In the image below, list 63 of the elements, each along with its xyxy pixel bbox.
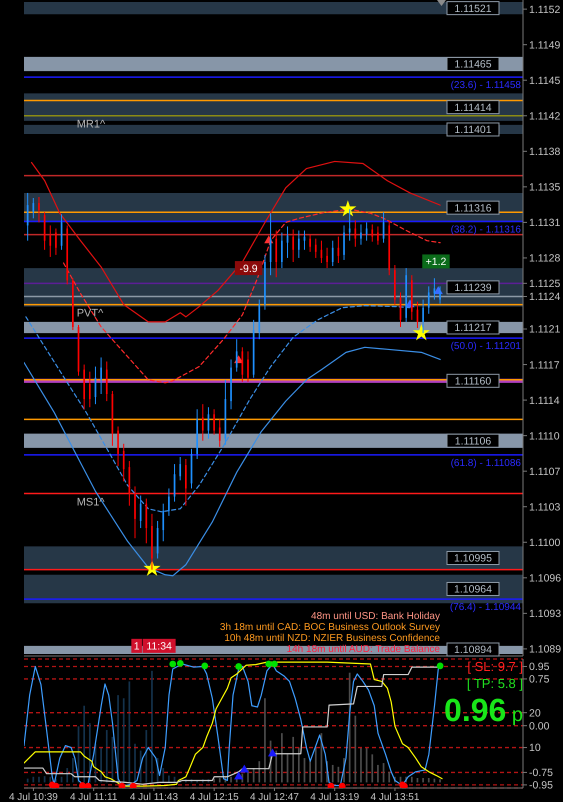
annotation: (76.4) - 1.10944 — [450, 602, 522, 614]
band-label: 1.11401 — [454, 124, 492, 136]
annotation: [ SL: 9.7 ] — [467, 659, 523, 674]
band-label: 1.11521 — [454, 2, 492, 15]
annotation: [ TP: 5.8 ] — [466, 676, 523, 691]
y-tick-label: 1.1128 — [529, 252, 560, 265]
y2-tick-label: 10 — [529, 742, 541, 754]
y-tick-label: 1.1142 — [529, 110, 560, 122]
annotation: 48m until USD: Bank Holiday — [311, 611, 440, 622]
band-label: 1.11316 — [454, 202, 492, 214]
x-tick-label: 4 Jul 10:39 — [8, 792, 58, 802]
y-tick-label: 1.1149 — [529, 39, 560, 52]
y-tick-label: 1.1145 — [529, 74, 560, 87]
y-tick-label: -0.95 — [529, 780, 554, 792]
y2-tick-label: 20 — [529, 707, 541, 720]
y-tick-label: 1.1100 — [529, 536, 560, 549]
annotation: (50.0) - 1.11201 — [450, 341, 522, 352]
annotation: (61.8) - 1.11086 — [450, 458, 522, 469]
band-label: 1.11414 — [454, 102, 492, 114]
y-tick-label: 1.1125 — [529, 278, 560, 290]
y-tick-label: 1.1138 — [529, 146, 560, 158]
band-label: 1.11160 — [454, 375, 492, 388]
y-tick-label: 1.1114 — [529, 394, 560, 407]
y-tick-label: 1.1117 — [529, 359, 560, 372]
annotation: -9.9 — [240, 262, 258, 275]
band-label: 1.11217 — [454, 322, 492, 334]
y-tick-label: -0.75 — [529, 767, 554, 780]
y-tick-label: 1.1124 — [529, 291, 560, 304]
annotation: 11:34 — [146, 640, 172, 653]
annotation: (38.2) - 1.11316 — [450, 224, 522, 236]
y-tick-label: 1.1096 — [529, 572, 562, 585]
annotation: 3h 18m until CAD: BOC Business Outlook Survey — [220, 622, 440, 633]
y-tick-label: 0.75 — [529, 674, 550, 686]
y-tick-label: 1.1135 — [529, 182, 560, 194]
y-tick-label: 1.1107 — [529, 466, 560, 478]
annotation: PVT^ — [76, 307, 104, 320]
y-tick-label: 1.1121 — [529, 324, 560, 336]
band-label: 1.11465 — [454, 58, 492, 71]
band-label: 1.10894 — [454, 644, 492, 656]
x-tick-label: 4 Jul 13:51 — [370, 792, 420, 802]
annotation: MR1^ — [76, 118, 106, 131]
annotation: 1 — [134, 640, 140, 653]
x-tick-label: 4 Jul 12:47 — [250, 792, 300, 802]
y-tick-label: 0.00 — [529, 720, 550, 732]
band-label: 1.10964 — [454, 584, 492, 596]
y-tick-label: 0.95 — [529, 661, 550, 674]
y-tick-label: 1.1103 — [529, 501, 560, 514]
x-tick-label: 4 Jul 12:15 — [190, 792, 240, 802]
x-tick-label: 4 Jul 13:19 — [310, 792, 360, 802]
band-label: 1.11106 — [454, 435, 492, 448]
band-label: 1.10995 — [454, 552, 492, 565]
annotation: 10h 48m until NZD: NZIER Business Confidence — [224, 633, 440, 644]
y-tick-label: 1.1110 — [529, 430, 560, 442]
annotation: +1.2 — [426, 256, 446, 268]
band-label: 1.11239 — [454, 282, 492, 294]
x-tick-label: 4 Jul 11:11 — [70, 792, 118, 802]
y-tick-label: 1.1152 — [529, 4, 560, 16]
y-tick-label: 1.1089 — [529, 644, 562, 656]
x-tick-label: 4 Jul 11:43 — [130, 792, 178, 802]
annotation: (23.6) - 1.11458 — [450, 80, 522, 92]
annotation: 14h 18m until AUD: Trade Balance — [286, 644, 440, 655]
y-tick-label: 1.1093 — [529, 608, 562, 620]
y-tick-label: 1.1131 — [529, 217, 560, 230]
